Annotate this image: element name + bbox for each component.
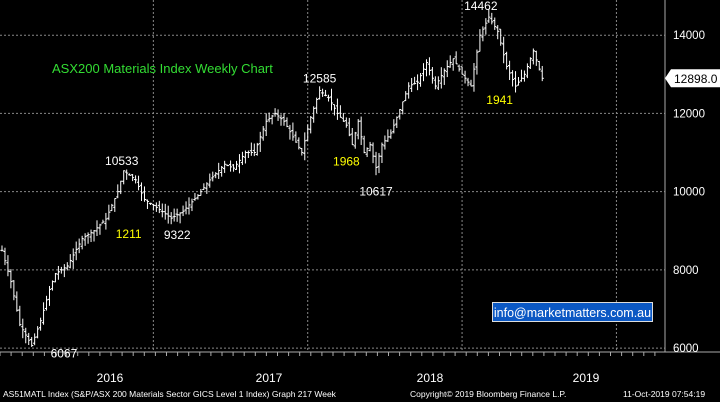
annotation-labels: 6067 10533 1211 9322 12585 1968 10617 14462 1941 xyxy=(51,0,514,360)
y-tick-label: 10000 xyxy=(673,187,705,199)
annotation-label: 1211 xyxy=(116,227,142,241)
annotation-label: 1941 xyxy=(486,93,513,107)
grid-lines xyxy=(0,0,720,353)
email-link[interactable]: info@marketmatters.com.au xyxy=(492,302,653,322)
annotation-label: 6067 xyxy=(51,346,78,360)
annotation-label: 10617 xyxy=(359,185,393,199)
x-tick-label: 2017 xyxy=(256,371,283,385)
footer-left: AS51MATL Index (S&P/ASX 200 Materials Se… xyxy=(3,389,336,399)
x-tick-label: 2018 xyxy=(417,371,444,385)
annotation-label: 9322 xyxy=(164,228,191,242)
annotation-label: 12585 xyxy=(303,72,337,86)
y-tick-label: 6000 xyxy=(673,343,699,355)
x-tick-label: 2019 xyxy=(573,371,600,385)
last-value-label: 12898.0 xyxy=(674,72,718,86)
y-axis: 14000 12000 10000 8000 6000 12898.0 xyxy=(665,30,720,355)
price-chart: 2016 2017 2018 2019 14000 12000 10000 8000 6000… xyxy=(0,0,720,386)
y-tick-label: 14000 xyxy=(673,30,705,42)
annotation-label: 1968 xyxy=(333,155,360,169)
y-tick-label: 8000 xyxy=(673,265,699,277)
footer-middle: Copyright© 2019 Bloomberg Finance L.P. xyxy=(410,389,567,399)
price-series xyxy=(0,9,544,347)
x-axis: 2016 2017 2018 2019 xyxy=(0,352,656,385)
footer: AS51MATL Index (S&P/ASX 200 Materials Se… xyxy=(0,386,720,402)
chart-title: ASX200 Materials Index Weekly Chart xyxy=(52,61,273,76)
x-tick-label: 2016 xyxy=(97,371,124,385)
annotation-label: 14462 xyxy=(464,0,498,13)
y-tick-label: 12000 xyxy=(673,108,705,120)
footer-right: 11-Oct-2019 07:54:19 xyxy=(623,389,706,399)
last-value-tag xyxy=(665,69,720,88)
annotation-label: 10533 xyxy=(105,154,139,168)
